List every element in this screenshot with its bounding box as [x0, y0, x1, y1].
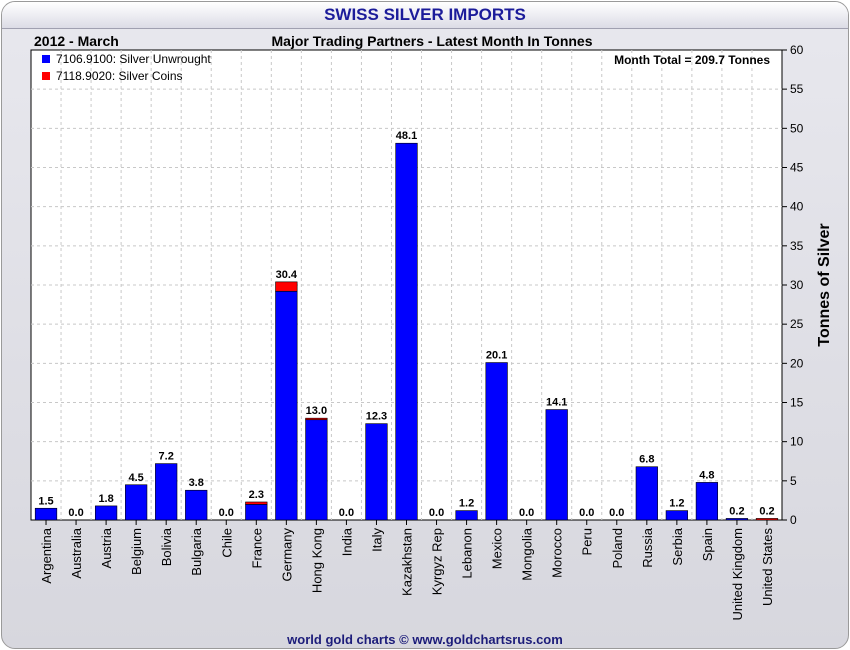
- bar-value-label: 0.0: [219, 507, 234, 519]
- legend-swatch-coins: [42, 72, 50, 80]
- bar-silver-unwrought: [305, 419, 328, 521]
- bar-silver-coins: [755, 518, 779, 521]
- y-tick-label: 50: [790, 121, 804, 135]
- bar-silver-unwrought: [455, 510, 478, 521]
- bar-value-label: 3.8: [189, 477, 204, 489]
- bar-silver-unwrought: [155, 463, 178, 521]
- bar-silver-unwrought: [545, 409, 568, 521]
- bar-silver-unwrought: [695, 482, 719, 521]
- bar-silver-unwrought: [635, 466, 658, 521]
- bar-silver-unwrought: [365, 423, 388, 521]
- bar-value-label: 0.0: [68, 507, 83, 519]
- bar-silver-unwrought: [665, 510, 688, 521]
- x-category-label: France: [249, 528, 264, 568]
- footer-credit: world gold charts © www.goldchartsrus.co…: [287, 632, 563, 647]
- x-category-label: Germany: [279, 528, 294, 582]
- period-label: 2012 - March: [34, 33, 119, 49]
- bar-value-label: 0.0: [339, 507, 354, 519]
- bar-value-label: 0.2: [729, 505, 744, 517]
- x-category-label: Bolivia: [159, 527, 174, 566]
- x-category-label: Argentina: [39, 527, 54, 583]
- bar-silver-unwrought: [34, 507, 58, 521]
- title-bar: SWISS SILVER IMPORTS: [2, 2, 848, 29]
- y-tick-label: 55: [790, 82, 804, 96]
- bar-value-label: 0.0: [579, 507, 594, 519]
- y-tick-label: 0: [790, 513, 797, 527]
- x-category-label: United Kingdom: [730, 528, 745, 621]
- y-tick-label: 20: [790, 356, 804, 370]
- y-tick-label: 15: [790, 396, 804, 410]
- y-tick-label: 5: [790, 474, 797, 488]
- y-tick-label: 10: [790, 435, 804, 449]
- bar-value-label: 1.2: [669, 498, 684, 510]
- bar-value-label: 0.0: [429, 507, 444, 519]
- x-category-label: Kyrgyz Rep: [430, 528, 445, 595]
- bar-value-label: 48.1: [396, 130, 417, 142]
- legend-swatch-unwrought: [42, 55, 50, 63]
- bar-value-label: 7.2: [159, 451, 174, 463]
- x-category-label: Spain: [700, 528, 715, 561]
- x-category-label: Austria: [99, 527, 114, 568]
- bar-silver-coins: [275, 281, 298, 292]
- x-category-label: Australia: [69, 527, 84, 578]
- legend-label-coins: 7118.9020: Silver Coins: [56, 69, 183, 83]
- bar-value-label: 20.1: [486, 350, 507, 362]
- bar-silver-unwrought: [275, 290, 298, 521]
- bar-silver-unwrought: [245, 504, 268, 521]
- bar-silver-unwrought: [185, 489, 208, 521]
- bar-silver-unwrought: [725, 518, 749, 521]
- bar-value-label: 12.3: [366, 411, 387, 423]
- x-category-label: Hong Kong: [309, 528, 324, 593]
- bar-value-label: 6.8: [639, 454, 654, 466]
- x-category-label: India: [339, 527, 354, 556]
- x-category-label: Lebanon: [460, 528, 475, 579]
- month-total-label: Month Total = 209.7 Tonnes: [614, 53, 770, 67]
- x-category-label: Russia: [640, 527, 655, 568]
- y-axis-title: Tonnes of Silver: [816, 223, 833, 346]
- x-category-label: United States: [760, 528, 775, 607]
- y-tick-label: 25: [790, 317, 804, 331]
- x-category-label: Poland: [610, 528, 625, 568]
- bar-value-label: 1.5: [38, 495, 53, 507]
- x-category-label: Peru: [580, 528, 595, 555]
- x-category-label: Italy: [369, 528, 384, 552]
- bar-silver-unwrought: [485, 362, 508, 521]
- x-category-label: Morocco: [550, 528, 565, 578]
- y-tick-label: 30: [790, 278, 804, 292]
- bar-value-label: 0.0: [519, 507, 534, 519]
- bar-value-label: 1.8: [98, 493, 113, 505]
- bar-silver-unwrought: [94, 505, 118, 521]
- x-category-label: Bulgaria: [189, 527, 204, 575]
- bar-value-label: 4.8: [699, 469, 714, 481]
- chart-subtitle: Major Trading Partners - Latest Month In…: [271, 33, 593, 49]
- bar-value-label: 0.2: [759, 505, 774, 517]
- bar-value-label: 13.0: [306, 405, 327, 417]
- bar-value-label: 2.3: [249, 489, 264, 501]
- y-tick-label: 35: [790, 239, 804, 253]
- bar-silver-unwrought: [395, 142, 418, 521]
- chart-title: SWISS SILVER IMPORTS: [324, 5, 526, 24]
- bar-value-label: 4.5: [128, 472, 143, 484]
- y-tick-label: 45: [790, 161, 804, 175]
- bar-silver-unwrought: [125, 484, 148, 521]
- bar-value-label: 0.0: [609, 507, 624, 519]
- bar-silver-coins: [245, 501, 268, 505]
- y-tick-label: 40: [790, 200, 804, 214]
- x-category-label: Belgium: [129, 528, 144, 575]
- legend-label-unwrought: 7106.9100: Silver Unwrought: [56, 52, 211, 66]
- bar-silver-coins: [305, 417, 328, 421]
- y-tick-label: 60: [790, 43, 804, 57]
- x-category-label: Chile: [219, 528, 234, 558]
- bar-value-label: 1.2: [459, 498, 474, 510]
- x-category-label: Serbia: [670, 527, 685, 565]
- x-category-label: Mexico: [490, 528, 505, 569]
- x-category-label: Mongolia: [520, 527, 535, 581]
- bar-value-label: 30.4: [276, 269, 298, 281]
- bar-value-label: 14.1: [546, 397, 567, 409]
- x-category-label: Kazakhstan: [400, 528, 415, 596]
